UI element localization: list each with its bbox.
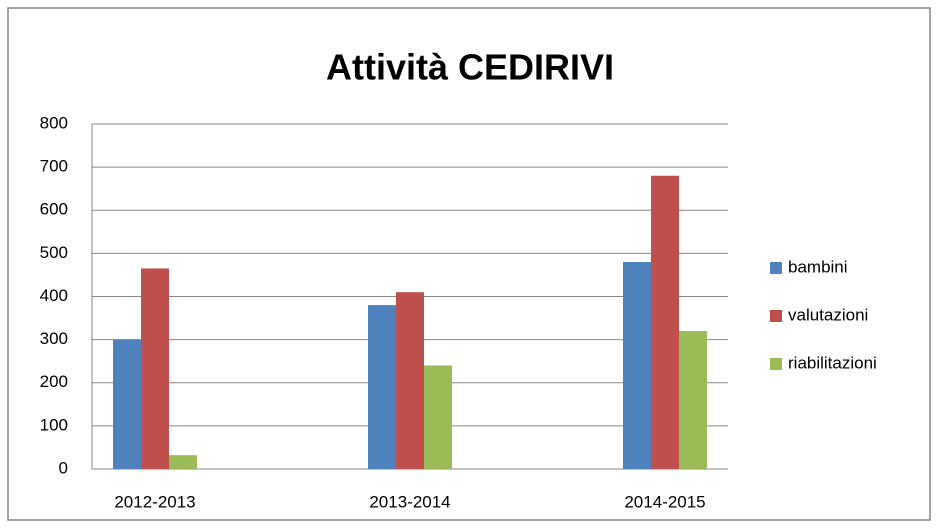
y-tick-label: 200 <box>40 372 68 391</box>
bar <box>651 175 679 469</box>
y-tick-label: 0 <box>59 458 68 477</box>
legend-swatch <box>770 358 782 370</box>
bar <box>424 365 452 469</box>
y-tick-label: 600 <box>40 200 68 219</box>
x-tick-label: 2013-2014 <box>369 492 450 511</box>
y-tick-label: 400 <box>40 286 68 305</box>
x-tick-label: 2014-2015 <box>624 492 705 511</box>
y-tick-label: 100 <box>40 415 68 434</box>
bar <box>396 292 424 469</box>
legend-swatch <box>770 310 782 322</box>
legend-label: valutazioni <box>788 305 868 324</box>
legend-swatch <box>770 262 782 274</box>
y-tick-label: 700 <box>40 157 68 176</box>
y-tick-label: 800 <box>40 113 68 132</box>
legend-label: riabilitazioni <box>788 353 877 372</box>
bar <box>141 268 169 469</box>
bar <box>169 455 197 469</box>
chart-title: Attività CEDIRIVI <box>326 47 614 88</box>
y-tick-label: 500 <box>40 243 68 262</box>
y-tick-label: 300 <box>40 329 68 348</box>
bar <box>679 331 707 469</box>
bar <box>623 262 651 469</box>
bar <box>368 305 396 469</box>
bar <box>113 339 141 469</box>
legend-label: bambini <box>788 257 848 276</box>
x-tick-label: 2012-2013 <box>114 492 195 511</box>
